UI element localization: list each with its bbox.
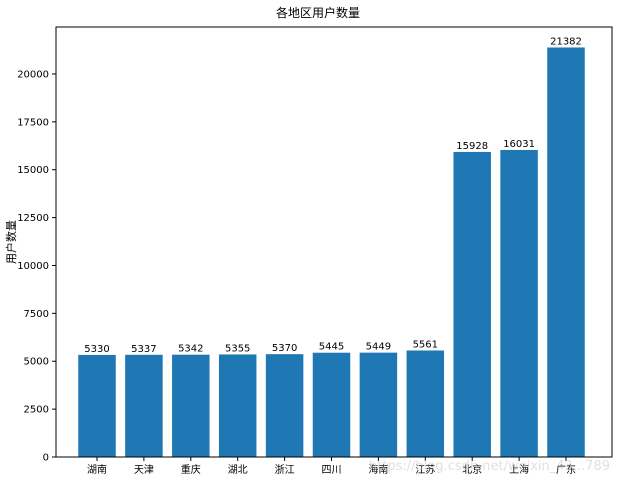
x-tick-label: 上海 [509, 463, 529, 476]
data-label: 16031 [503, 139, 535, 150]
y-tick-label: 7500 [24, 309, 49, 320]
x-tick-label: 北京 [462, 463, 482, 476]
x-tick-label: 湖南 [87, 463, 107, 476]
x-tick-label: 海南 [368, 463, 388, 476]
watermark-text: https://blog.csdn.net/weixin_43...789 [369, 459, 610, 474]
bar [453, 151, 491, 457]
x-tick-label: 天津 [134, 464, 154, 476]
data-label: 15928 [456, 141, 488, 152]
y-tick-label: 10000 [17, 261, 49, 272]
y-tick-label: 20000 [17, 69, 49, 80]
y-tick-label: 0 [43, 453, 49, 464]
bar [312, 352, 351, 457]
data-labels-group: 5330 5337 5342 5355 5370 5445 5449 5561 15928 160… [84, 36, 582, 354]
data-label: 21382 [550, 36, 582, 47]
bars-group [78, 47, 585, 457]
y-tick-label: 12500 [17, 213, 49, 224]
y-axis: 0 2500 5000 7500 10000 12500 15000 17500 20000 [17, 69, 56, 464]
x-tick-label: 浙江 [275, 464, 295, 476]
bar [78, 354, 116, 457]
data-label: 5561 [413, 339, 438, 350]
data-label: 5355 [225, 343, 250, 354]
x-tick-label: 四川 [322, 465, 342, 476]
data-label: 5370 [272, 343, 297, 354]
bar [406, 350, 445, 457]
y-tick-label: 17500 [17, 117, 49, 128]
bar [172, 354, 210, 457]
bar [500, 149, 538, 457]
data-label: 5342 [178, 344, 203, 355]
x-tick-label: 江苏 [415, 463, 435, 476]
plot-frame [55, 26, 613, 458]
bar [125, 354, 163, 457]
x-tick-label: 湖北 [228, 464, 248, 476]
bar [359, 352, 398, 457]
chart-title: 各地区用户数量 [276, 5, 360, 20]
y-axis-label: 用户数量 [4, 220, 18, 264]
x-tick-label: 广东 [556, 463, 576, 476]
data-label: 5445 [319, 342, 344, 353]
y-tick-label: 5000 [24, 357, 49, 368]
data-label: 5330 [84, 344, 109, 355]
bar [265, 354, 304, 457]
y-tick-label: 15000 [17, 165, 49, 176]
x-tick-label: 重庆 [181, 463, 201, 476]
data-label: 5449 [366, 342, 391, 353]
bar [547, 47, 585, 457]
data-label: 5337 [131, 344, 156, 355]
y-tick-label: 2500 [24, 405, 49, 416]
bar [218, 354, 257, 457]
x-axis: 湖南 天津 重庆 湖北 浙江 四川 海南 江苏 北京 上海 广东 [87, 457, 576, 476]
